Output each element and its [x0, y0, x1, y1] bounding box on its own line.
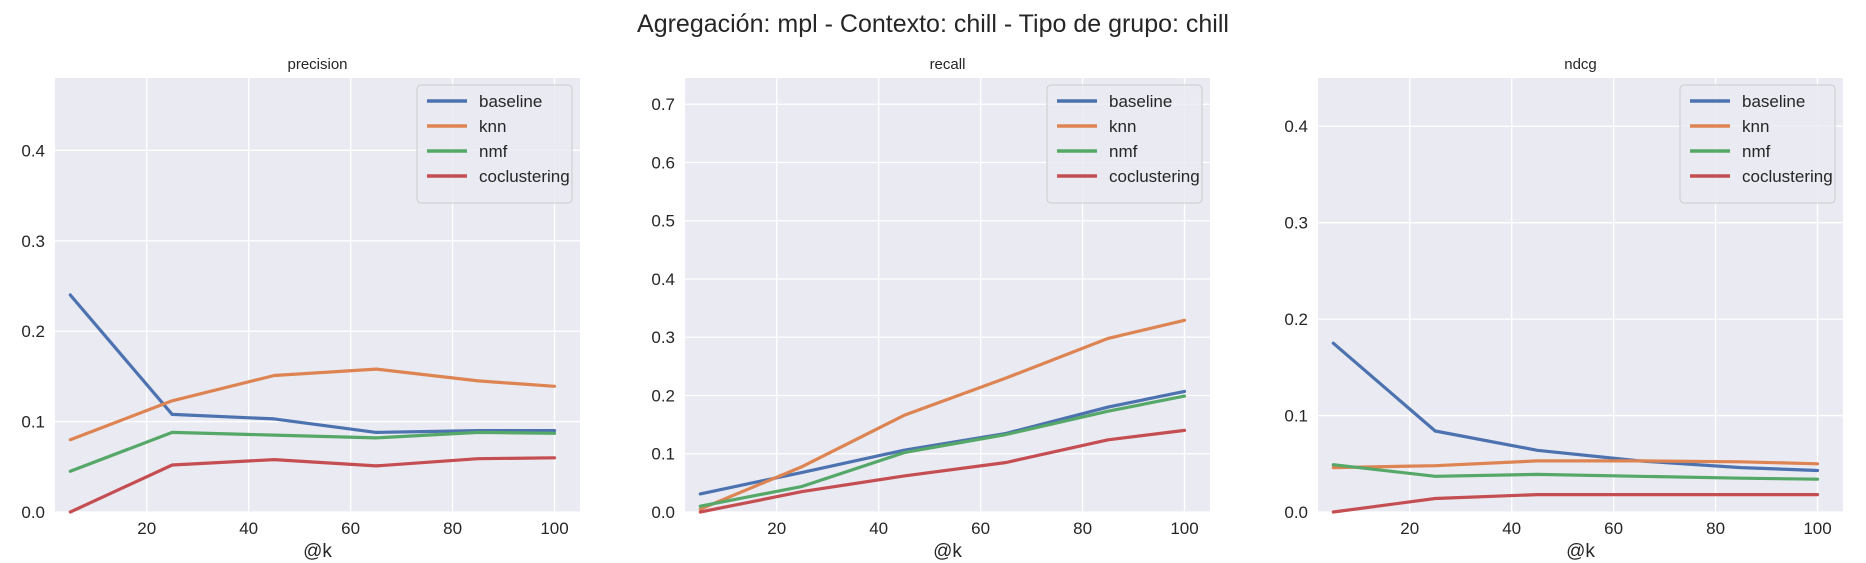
panel-recall-ytick-label: 0.4 — [651, 270, 675, 289]
panel-precision-series-nmf — [68, 430, 557, 473]
panel-recall-title: recall — [930, 56, 966, 73]
panel-precision-ytick-label: 0.3 — [21, 232, 45, 251]
panel-ndcg-legend-label-knn: knn — [1742, 117, 1769, 136]
panel-recall-series-nmf — [698, 394, 1187, 508]
panel-ndcg-series-baseline — [1331, 341, 1820, 473]
panel-ndcg-xtick-label: 20 — [1400, 519, 1419, 538]
panel-ndcg-legend — [1679, 84, 1836, 204]
panel-recall-series-baseline — [698, 389, 1187, 496]
panel-recall-series-knn — [698, 318, 1187, 511]
panel-ndcg-xtick-label: 40 — [1502, 519, 1521, 538]
panel-precision-xtick-label: 100 — [540, 519, 568, 538]
panel-precision-ytick-label: 0.4 — [21, 141, 45, 160]
panel-recall-ytick-label: 0.6 — [651, 153, 675, 172]
panel-ndcg-legend-label-baseline: baseline — [1742, 92, 1805, 111]
panel-recall-xtick-label: 40 — [869, 519, 888, 538]
panel-precision-series-coclustering — [68, 456, 557, 514]
panel-precision-xtick-label: 80 — [443, 519, 462, 538]
panel-recall-ytick-label: 0.0 — [651, 503, 675, 522]
panel-ndcg-xtick-label: 60 — [1604, 519, 1623, 538]
panel-precision-legend — [416, 84, 573, 204]
panel-recall-xtick-label: 60 — [971, 519, 990, 538]
panel-ndcg-ytick-label: 0.0 — [1284, 503, 1308, 522]
panel-precision-xtick-label: 60 — [341, 519, 360, 538]
panel-precision-ytick-label: 0.0 — [21, 503, 45, 522]
panel-recall-xtick-label: 20 — [767, 519, 786, 538]
panel-recall-ytick-label: 0.3 — [651, 328, 675, 347]
panel-recall-legend-label-coclustering: coclustering — [1109, 167, 1200, 186]
panel-precision-legend-label-coclustering: coclustering — [479, 167, 570, 186]
panel-precision-ytick-label: 0.2 — [21, 322, 45, 341]
panel-recall-xtick-label: 100 — [1170, 519, 1198, 538]
panel-recall-legend-label-nmf: nmf — [1109, 142, 1138, 161]
panel-precision-xlabel: @k — [303, 541, 332, 562]
figure-title: Agregación: mpl - Contexto: chill - Tipo… — [637, 10, 1229, 38]
panel-precision-ytick-label: 0.1 — [21, 413, 45, 432]
panel-precision-xtick-label: 20 — [137, 519, 156, 538]
panel-recall-series-coclustering — [698, 428, 1187, 514]
panel-ndcg-series-coclustering — [1331, 493, 1820, 514]
panel-precision-legend-label-nmf: nmf — [479, 142, 508, 161]
panel-precision-series-knn — [68, 367, 557, 442]
panel-ndcg-legend-label-coclustering: coclustering — [1742, 167, 1833, 186]
panel-ndcg-xlabel: @k — [1566, 541, 1595, 562]
panel-ndcg-xtick-label: 100 — [1803, 519, 1831, 538]
panel-ndcg-series-knn — [1331, 459, 1820, 470]
panel-precision-legend-label-baseline: baseline — [479, 92, 542, 111]
panel-recall-xtick-label: 80 — [1073, 519, 1092, 538]
panel-recall-ytick-label: 0.5 — [651, 212, 675, 231]
panel-ndcg-series-nmf — [1331, 463, 1820, 481]
panel-ndcg-xtick-label: 80 — [1706, 519, 1725, 538]
panel-recall-ytick-label: 0.1 — [651, 445, 675, 464]
panel-ndcg-legend-label-nmf: nmf — [1742, 142, 1771, 161]
panel-precision-xtick-label: 40 — [239, 519, 258, 538]
panel-recall-legend-label-knn: knn — [1109, 117, 1136, 136]
panel-ndcg-title: ndcg — [1564, 56, 1597, 73]
panel-precision-title: precision — [287, 56, 347, 73]
panel-precision-series-baseline — [68, 293, 557, 434]
panel-recall-xlabel: @k — [933, 541, 962, 562]
panel-recall-legend-label-baseline: baseline — [1109, 92, 1172, 111]
panel-recall-legend — [1046, 84, 1203, 204]
panel-ndcg-ytick-label: 0.4 — [1284, 117, 1308, 136]
panel-recall-ytick-label: 0.7 — [651, 95, 675, 114]
panel-ndcg-ytick-label: 0.2 — [1284, 310, 1308, 329]
panel-recall-ytick-label: 0.2 — [651, 386, 675, 405]
panel-ndcg-ytick-label: 0.1 — [1284, 407, 1308, 426]
panel-ndcg-ytick-label: 0.3 — [1284, 214, 1308, 233]
panel-precision-legend-label-knn: knn — [479, 117, 506, 136]
